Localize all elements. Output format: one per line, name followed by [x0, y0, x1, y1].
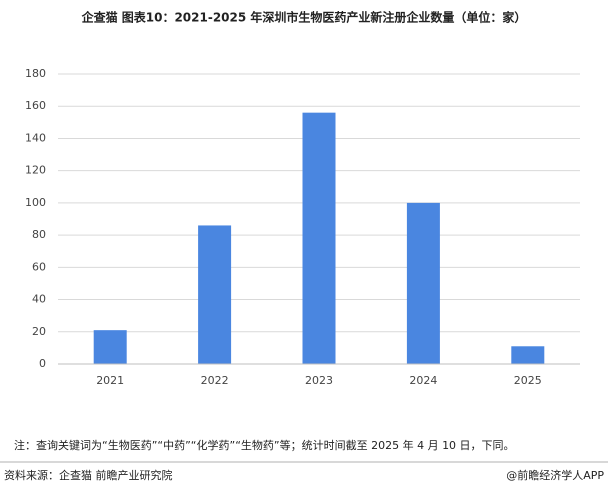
bar	[93, 330, 127, 364]
note: 注：查询关键词为“生物医药”“中药”“化学药”“生物药”等；统计时间截至 202…	[14, 438, 515, 452]
y-tick-label: 0	[39, 357, 46, 370]
y-tick-label: 100	[25, 196, 46, 209]
y-tick-label: 180	[25, 67, 46, 80]
bar	[511, 346, 545, 364]
chart-title: 企查猫 图表10：2021-2025 年深圳市生物医药产业新注册企业数量（单位：…	[81, 10, 527, 25]
y-tick-label: 20	[32, 325, 46, 338]
y-tick-label: 40	[32, 293, 46, 306]
credit: @前瞻经济学人APP	[506, 468, 604, 482]
x-tick-label: 2021	[96, 374, 124, 387]
y-tick-label: 120	[25, 164, 46, 177]
y-tick-label: 80	[32, 228, 46, 241]
source: 资料来源：企查猫 前瞻产业研究院	[4, 468, 173, 482]
bar	[198, 225, 232, 364]
x-tick-label: 2022	[201, 374, 229, 387]
x-tick-label: 2025	[514, 374, 542, 387]
y-tick-label: 160	[25, 99, 46, 112]
y-tick-label: 140	[25, 131, 46, 144]
bar	[406, 202, 440, 364]
bar	[302, 112, 336, 365]
x-tick-label: 2024	[409, 374, 437, 387]
y-tick-label: 60	[32, 260, 46, 273]
x-tick-label: 2023	[305, 374, 333, 387]
